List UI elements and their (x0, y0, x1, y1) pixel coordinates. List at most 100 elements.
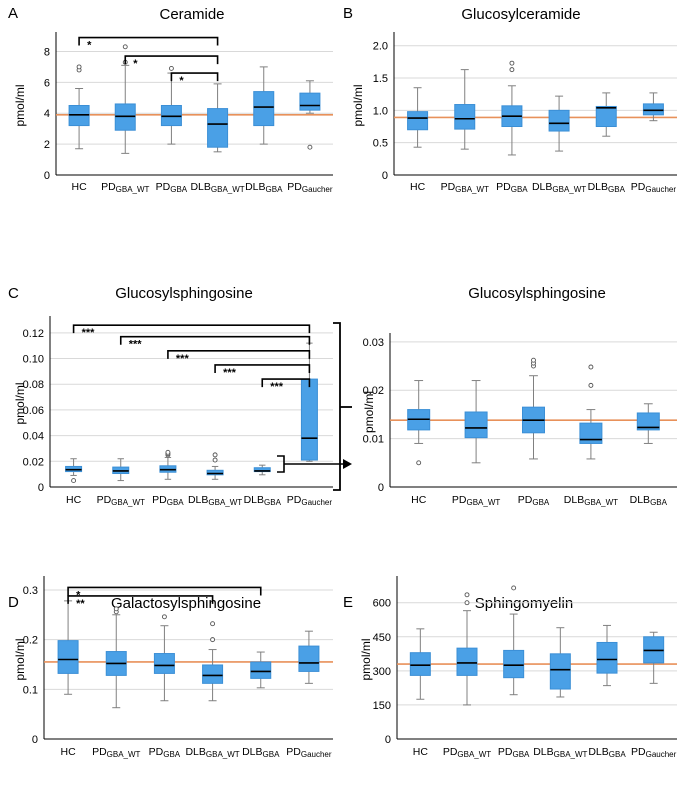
box-0 (65, 458, 83, 484)
box-3 (202, 621, 224, 702)
box-3 (549, 627, 571, 698)
outlier-point (210, 621, 216, 627)
y-tick-label: 300 (373, 666, 391, 678)
box-0 (407, 380, 431, 466)
y-tick-label: 0 (32, 734, 38, 746)
panel-label: C (8, 285, 19, 302)
outlier-point (76, 64, 82, 70)
y-tick-label: 1.0 (373, 105, 388, 117)
box-3 (548, 95, 570, 152)
category-label: DLBGBA_WT (185, 746, 239, 759)
significance-label: *** (129, 339, 143, 351)
significance-bracket: *** (214, 364, 311, 379)
outlier-point (165, 449, 171, 455)
box-iqr (206, 469, 224, 476)
zoom-connector (277, 322, 352, 491)
significance-label: *** (270, 381, 284, 393)
chart-title: Galactosylsphingosine (111, 595, 261, 612)
y-tick-label: 2.0 (373, 41, 388, 53)
y-tick-label: 0.5 (373, 138, 388, 150)
box-4 (250, 651, 272, 689)
category-label: PDGBA (156, 181, 188, 194)
category-label: HC (410, 181, 426, 193)
box-1 (456, 592, 478, 706)
panel-label: B (343, 5, 353, 22)
y-tick-label: 6 (44, 77, 50, 89)
significance-label: ** (76, 598, 85, 610)
significance-bracket: ** (67, 595, 214, 610)
bracket-line (261, 378, 311, 388)
significance-bracket: *** (72, 324, 311, 339)
category-label: DLBGBA (588, 746, 626, 759)
box-iqr (300, 378, 318, 461)
category-label: PDGBA (149, 746, 181, 759)
y-tick-label: 1.5 (373, 73, 388, 85)
category-label: DLBGBA (588, 181, 626, 194)
y-tick-label: 0.12 (23, 328, 44, 340)
category-label: PDGBA_WT (92, 746, 140, 759)
category-label: PDGaucher (631, 746, 677, 759)
box-iqr (250, 661, 272, 679)
outlier-point (113, 606, 119, 612)
box-3 (207, 83, 229, 153)
category-label: HC (411, 494, 427, 506)
box-iqr (464, 411, 488, 439)
y-axis-label: pmol/ml (351, 84, 365, 126)
box-4 (253, 464, 271, 476)
y-tick-label: 2 (44, 139, 50, 151)
y-axis-label: pmol/ml (13, 382, 27, 424)
box-5 (298, 630, 320, 684)
chart-title: Glucosylsphingosine (468, 285, 606, 302)
zoom-bracket-small (277, 455, 285, 473)
y-tick-label: 0.10 (23, 354, 44, 366)
chart-panel-inset: Glucosylsphingosine pmol/ml 0 0.01 0.02 0.03 H… (362, 285, 677, 507)
box-iqr (202, 664, 224, 684)
box-iqr (207, 108, 229, 148)
y-tick-label: 0.03 (363, 337, 384, 349)
box-4 (636, 403, 660, 444)
y-tick-label: 0 (382, 170, 388, 182)
box-4 (596, 624, 618, 687)
bracket-line (78, 36, 219, 46)
box-2 (159, 449, 177, 480)
outlier-point (511, 585, 517, 591)
y-tick-label: 0.2 (23, 635, 38, 647)
outlier-point (71, 478, 77, 484)
y-tick-label: 8 (44, 46, 50, 58)
significance-bracket: * (78, 36, 219, 52)
box-4 (253, 66, 275, 145)
category-label: PDGBA (498, 746, 530, 759)
box-0 (57, 600, 79, 695)
bracket-line (67, 586, 262, 596)
panel-label: E (343, 594, 353, 611)
significance-bracket: *** (261, 378, 311, 393)
chart-panel-E: E Sphingomyelin pmol/ml 0 150 300 450 600 HC PDGB… (343, 576, 677, 759)
outlier-point (509, 67, 515, 73)
panel-label: D (8, 594, 19, 611)
y-tick-label: 0 (44, 170, 50, 182)
category-label: PDGBA_WT (97, 494, 145, 507)
box-5 (643, 631, 665, 684)
bracket-line (167, 350, 311, 359)
box-iqr (642, 103, 664, 116)
box-iqr (57, 640, 79, 674)
box-1 (105, 606, 127, 709)
box-2 (153, 614, 175, 702)
category-label: HC (71, 181, 87, 193)
box-iqr (503, 649, 525, 679)
y-axis-label: pmol/ml (362, 391, 376, 433)
outlier-point (416, 460, 422, 466)
category-label: PDGBA (496, 181, 528, 194)
box-1 (464, 380, 488, 464)
box-2 (160, 65, 182, 145)
box-iqr (253, 91, 275, 127)
bracket-line (72, 324, 311, 334)
category-label: PDGBA_WT (101, 181, 149, 194)
category-label: HC (66, 494, 82, 506)
outlier-point (210, 637, 216, 643)
category-label: DLBGBA (630, 494, 668, 507)
bracket-line (119, 335, 311, 345)
y-tick-label: 0.04 (23, 431, 44, 443)
